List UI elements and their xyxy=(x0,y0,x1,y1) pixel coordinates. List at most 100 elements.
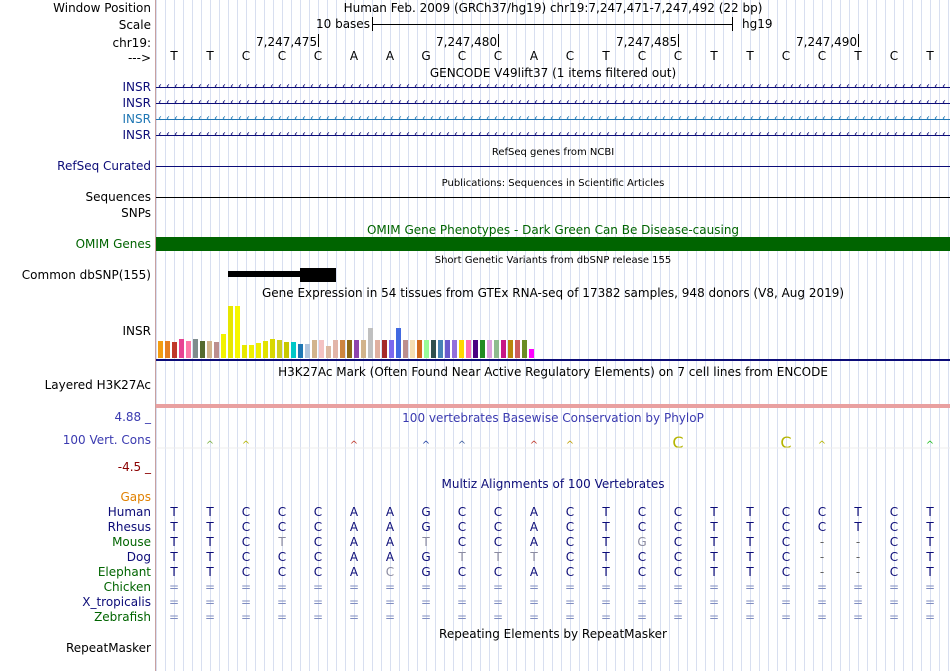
gtex-tissue-bar[interactable] xyxy=(529,349,534,358)
gtex-tissue-bar[interactable] xyxy=(466,340,471,358)
gtex-tissue-bar[interactable] xyxy=(221,334,226,358)
track-label[interactable]: ---> xyxy=(127,51,151,65)
track-label[interactable]: Common dbSNP(155) xyxy=(21,268,151,282)
alignment-base: A xyxy=(385,550,395,564)
gtex-tissue-bar[interactable] xyxy=(158,341,163,358)
track-label[interactable]: INSR xyxy=(122,128,151,142)
gtex-tissue-bar[interactable] xyxy=(291,342,296,358)
track-label[interactable]: X_tropicalis xyxy=(82,595,151,609)
track-label[interactable]: Chicken xyxy=(103,580,151,594)
gtex-tissue-bar[interactable] xyxy=(515,340,520,358)
gtex-tissue-bar[interactable] xyxy=(375,340,380,358)
refseq-gene-line[interactable] xyxy=(156,166,950,167)
gtex-tissue-bar[interactable] xyxy=(508,340,513,358)
track-label[interactable]: Elephant xyxy=(97,565,151,579)
gtex-tissue-bar[interactable] xyxy=(417,340,422,358)
gtex-tissue-bar[interactable] xyxy=(172,342,177,358)
gtex-tissue-bar[interactable] xyxy=(431,340,436,358)
gtex-tissue-bar[interactable] xyxy=(165,341,170,358)
gtex-tissue-bar[interactable] xyxy=(319,340,324,358)
gtex-tissue-bar[interactable] xyxy=(200,341,205,358)
track-label[interactable]: SNPs xyxy=(121,206,151,220)
gtex-tissue-bar[interactable] xyxy=(396,328,401,358)
gtex-tissue-bar[interactable] xyxy=(438,340,443,358)
gtex-expression-bars[interactable] xyxy=(156,300,536,358)
gene-row[interactable]: ‹ ‹ ‹ ‹ ‹ ‹ ‹ ‹ ‹ ‹ ‹ ‹ ‹ ‹ ‹ ‹ ‹ ‹ ‹ ‹ ‹ ‹ ‹ ‹ ‹ ‹ ‹ ‹ ‹ ‹ ‹ ‹ ‹ ‹ ‹ ‹ ‹ ‹ ‹ ‹… xyxy=(156,128,950,142)
track-label[interactable]: 100 Vert. Cons xyxy=(62,433,151,447)
phylop-conservation-plot[interactable]: ^ ^ ^ ^ ^ ^ ^ C C ^ ^ xyxy=(156,428,950,476)
track-label[interactable]: OMIM Genes xyxy=(75,237,151,251)
gene-row[interactable]: ‹ ‹ ‹ ‹ ‹ ‹ ‹ ‹ ‹ ‹ ‹ ‹ ‹ ‹ ‹ ‹ ‹ ‹ ‹ ‹ ‹ ‹ ‹ ‹ ‹ ‹ ‹ ‹ ‹ ‹ ‹ ‹ ‹ ‹ ‹ ‹ ‹ ‹ ‹ ‹… xyxy=(156,112,950,126)
gtex-tissue-bar[interactable] xyxy=(368,328,373,358)
sequences-line[interactable] xyxy=(156,197,950,198)
gtex-tissue-bar[interactable] xyxy=(480,340,485,358)
gtex-tissue-bar[interactable] xyxy=(424,340,429,358)
gtex-tissue-bar[interactable] xyxy=(445,340,450,358)
omim-gene-bar[interactable] xyxy=(156,237,950,251)
gtex-tissue-bar[interactable] xyxy=(277,340,282,358)
gtex-tissue-bar[interactable] xyxy=(263,341,268,358)
h3k27ac-signal[interactable] xyxy=(156,404,950,408)
gtex-tissue-bar[interactable] xyxy=(347,340,352,358)
track-label[interactable]: INSR xyxy=(122,96,151,110)
gtex-tissue-bar[interactable] xyxy=(235,306,240,358)
gtex-tissue-bar[interactable] xyxy=(242,345,247,358)
gene-row[interactable]: ‹ ‹ ‹ ‹ ‹ ‹ ‹ ‹ ‹ ‹ ‹ ‹ ‹ ‹ ‹ ‹ ‹ ‹ ‹ ‹ ‹ ‹ ‹ ‹ ‹ ‹ ‹ ‹ ‹ ‹ ‹ ‹ ‹ ‹ ‹ ‹ ‹ ‹ ‹ ‹… xyxy=(156,96,950,110)
gtex-tissue-bar[interactable] xyxy=(298,344,303,358)
strand-arrow-icon: ‹ xyxy=(638,129,642,140)
gtex-tissue-bar[interactable] xyxy=(452,340,457,358)
track-label[interactable]: Gaps xyxy=(120,490,151,504)
gtex-tissue-bar[interactable] xyxy=(354,340,359,358)
gtex-tissue-bar[interactable] xyxy=(214,342,219,358)
gtex-tissue-bar[interactable] xyxy=(361,340,366,358)
track-label[interactable]: INSR xyxy=(122,324,151,338)
track-label[interactable]: Mouse xyxy=(112,535,151,549)
gtex-tissue-bar[interactable] xyxy=(403,340,408,358)
gene-row[interactable]: ‹ ‹ ‹ ‹ ‹ ‹ ‹ ‹ ‹ ‹ ‹ ‹ ‹ ‹ ‹ ‹ ‹ ‹ ‹ ‹ ‹ ‹ ‹ ‹ ‹ ‹ ‹ ‹ ‹ ‹ ‹ ‹ ‹ ‹ ‹ ‹ ‹ ‹ ‹ ‹… xyxy=(156,80,950,94)
gtex-tissue-bar[interactable] xyxy=(186,341,191,358)
gtex-tissue-bar[interactable] xyxy=(284,342,289,358)
gtex-tissue-bar[interactable] xyxy=(326,346,331,358)
gtex-tissue-bar[interactable] xyxy=(389,340,394,358)
track-label[interactable]: Layered H3K27Ac xyxy=(44,378,151,392)
gtex-tissue-bar[interactable] xyxy=(256,343,261,358)
gtex-tissue-bar[interactable] xyxy=(193,339,198,358)
gtex-tissue-bar[interactable] xyxy=(312,340,317,358)
gtex-tissue-bar[interactable] xyxy=(410,340,415,358)
strand-arrow-icon: ‹ xyxy=(550,81,554,92)
gtex-tissue-bar[interactable] xyxy=(487,340,492,358)
track-label[interactable]: Zebrafish xyxy=(94,610,151,624)
gtex-tissue-bar[interactable] xyxy=(333,340,338,358)
track-label[interactable]: RepeatMasker xyxy=(65,641,151,655)
track-label[interactable]: Human xyxy=(107,505,151,519)
strand-arrow-icon: ‹ xyxy=(206,129,210,140)
strand-arrow-icon: ‹ xyxy=(166,113,170,124)
gtex-tissue-bar[interactable] xyxy=(207,341,212,358)
gtex-tissue-bar[interactable] xyxy=(459,340,464,358)
gtex-tissue-bar[interactable] xyxy=(501,340,506,358)
dbsnp-variant-thin[interactable] xyxy=(228,271,300,277)
track-label[interactable]: Scale xyxy=(118,18,151,32)
dbsnp-variant-thick[interactable] xyxy=(300,268,336,282)
gtex-tissue-bar[interactable] xyxy=(270,339,275,358)
gtex-tissue-bar[interactable] xyxy=(473,340,478,358)
gtex-tissue-bar[interactable] xyxy=(340,340,345,358)
browser-image[interactable]: Human Feb. 2009 (GRCh37/hg19) chr19:7,24… xyxy=(156,0,950,671)
track-label[interactable]: Window Position xyxy=(53,1,151,15)
strand-arrow-icon: ‹ xyxy=(278,129,282,140)
track-label[interactable]: Rhesus xyxy=(107,520,151,534)
strand-arrow-icon: ‹ xyxy=(254,113,258,124)
gtex-tissue-bar[interactable] xyxy=(179,339,184,358)
track-label[interactable]: INSR xyxy=(122,80,151,94)
gtex-tissue-bar[interactable] xyxy=(228,306,233,358)
track-label[interactable]: Sequences xyxy=(85,190,151,204)
track-label[interactable]: Dog xyxy=(126,550,151,564)
gtex-tissue-bar[interactable] xyxy=(522,340,527,358)
track-label[interactable]: RefSeq Curated xyxy=(57,159,151,173)
track-label[interactable]: INSR xyxy=(122,112,151,126)
gtex-tissue-bar[interactable] xyxy=(494,340,499,358)
gtex-tissue-bar[interactable] xyxy=(382,340,387,358)
track-label[interactable]: chr19: xyxy=(112,36,151,50)
gtex-tissue-bar[interactable] xyxy=(249,345,254,358)
gtex-tissue-bar[interactable] xyxy=(305,344,310,358)
